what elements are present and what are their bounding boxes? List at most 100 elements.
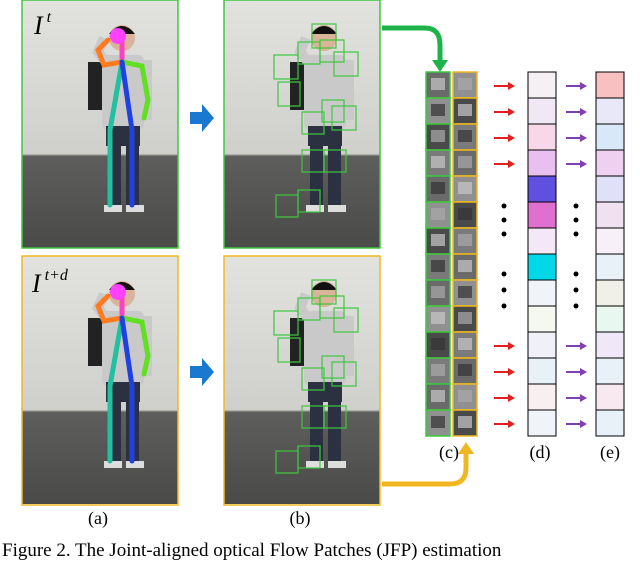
flow-patch <box>527 201 557 229</box>
patch-detail <box>431 416 445 428</box>
dot <box>501 287 507 293</box>
dot <box>501 303 507 309</box>
arrow <box>508 420 515 428</box>
patch-detail <box>458 208 472 220</box>
arrow <box>508 368 515 376</box>
dot <box>573 287 579 293</box>
arrow <box>580 368 587 376</box>
flow-patch <box>527 409 557 437</box>
patch-detail <box>431 286 445 298</box>
dot <box>573 203 579 209</box>
arrow <box>508 108 515 116</box>
patch-detail <box>458 390 472 402</box>
patch-detail <box>431 208 445 220</box>
arrow <box>580 420 587 428</box>
patch-detail <box>458 338 472 350</box>
patch-detail <box>458 130 472 142</box>
frame-border <box>21 0 179 249</box>
dot <box>501 231 507 237</box>
patch-detail <box>458 286 472 298</box>
flow-patch <box>527 149 557 177</box>
patch-detail <box>431 104 445 116</box>
flow-patch <box>527 253 557 281</box>
dot <box>573 271 579 277</box>
panel-label: (c) <box>439 442 459 463</box>
flow-patch <box>595 409 625 437</box>
patch-detail <box>431 364 445 376</box>
frame-border <box>223 0 381 249</box>
patch-detail <box>458 156 472 168</box>
arrow <box>458 442 474 454</box>
arrow <box>508 160 515 168</box>
panel-label: (a) <box>88 508 108 529</box>
flow-patch <box>595 383 625 411</box>
flow-patch <box>527 331 557 359</box>
arrow <box>580 134 587 142</box>
patch-detail <box>431 338 445 350</box>
dot <box>501 203 507 209</box>
patch-detail <box>431 156 445 168</box>
flow-patch <box>527 305 557 333</box>
arrow <box>580 342 587 350</box>
photo-a-top <box>22 0 178 248</box>
patch-detail <box>458 416 472 428</box>
patch <box>425 253 451 281</box>
photo-a-bottom <box>22 256 178 504</box>
flow-patch <box>595 227 625 255</box>
panel-label: (d) <box>530 442 551 463</box>
arrow <box>190 104 214 132</box>
patch-detail <box>431 182 445 194</box>
arrow <box>580 394 587 402</box>
caption: Figure 2. The Joint-aligned optical Flow… <box>2 540 502 561</box>
patch <box>425 201 451 229</box>
patch-detail <box>431 234 445 246</box>
patch-detail <box>458 312 472 324</box>
arrow <box>432 60 448 72</box>
patch <box>452 71 478 99</box>
arrow <box>580 108 587 116</box>
flow-patch <box>527 357 557 385</box>
arrow <box>580 160 587 168</box>
arrow <box>508 394 515 402</box>
flow-patch <box>595 71 625 99</box>
flow-patch <box>595 149 625 177</box>
arrow <box>508 134 515 142</box>
arrow <box>190 358 214 386</box>
arrow <box>508 342 515 350</box>
flow-patch <box>527 97 557 125</box>
patch <box>452 175 478 203</box>
flow-patch <box>527 227 557 255</box>
patch-detail <box>431 260 445 272</box>
arrow <box>382 25 443 62</box>
flow-patch <box>527 383 557 411</box>
flow-patch <box>527 279 557 307</box>
patch-detail <box>431 78 445 90</box>
patch-detail <box>431 312 445 324</box>
flow-patch <box>527 175 557 203</box>
dot <box>573 217 579 223</box>
arrow <box>508 82 515 90</box>
frame-border <box>223 255 381 506</box>
frame-border <box>21 255 179 506</box>
patch-detail <box>458 260 472 272</box>
dot <box>501 217 507 223</box>
patch-columns <box>425 71 625 437</box>
flow-patch <box>527 71 557 99</box>
patch-detail <box>458 182 472 194</box>
dot <box>573 303 579 309</box>
flow-patch <box>595 175 625 203</box>
patch-detail <box>431 390 445 402</box>
panel-label: (e) <box>600 442 620 463</box>
dot <box>501 271 507 277</box>
flow-patch <box>595 331 625 359</box>
patch-detail <box>458 234 472 246</box>
dot <box>573 231 579 237</box>
patch-detail <box>458 78 472 90</box>
patch-detail <box>458 104 472 116</box>
flow-patch <box>595 279 625 307</box>
flow-patch <box>595 201 625 229</box>
